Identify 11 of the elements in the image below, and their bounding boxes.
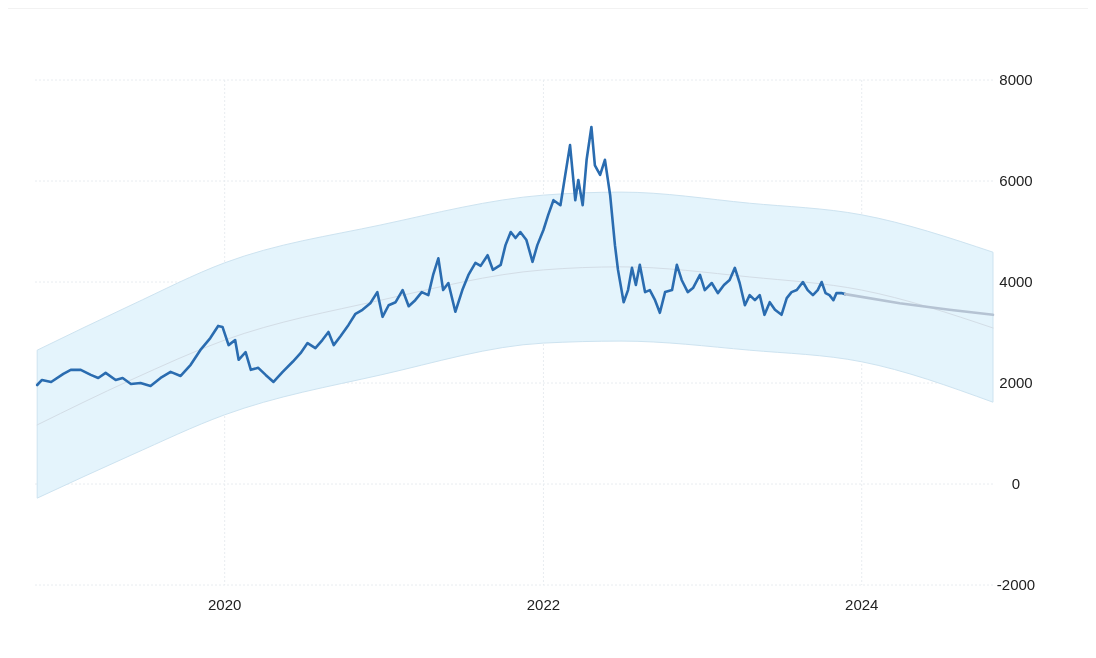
x-tick-label: 2024 (845, 596, 879, 613)
x-tick-label: 2022 (526, 596, 561, 613)
y-tick-label: 4000 (999, 273, 1033, 291)
line-series (35, 125, 847, 388)
line-series (843, 292, 995, 317)
x-tick-label: 2020 (207, 596, 242, 613)
y-tick-label: -2000 (996, 576, 1036, 594)
y-tick-label: 6000 (999, 172, 1033, 190)
y-tick-label: 2000 (999, 374, 1033, 392)
y-tick-label: 0 (1011, 475, 1021, 493)
y-tick-label: 8000 (999, 71, 1033, 89)
